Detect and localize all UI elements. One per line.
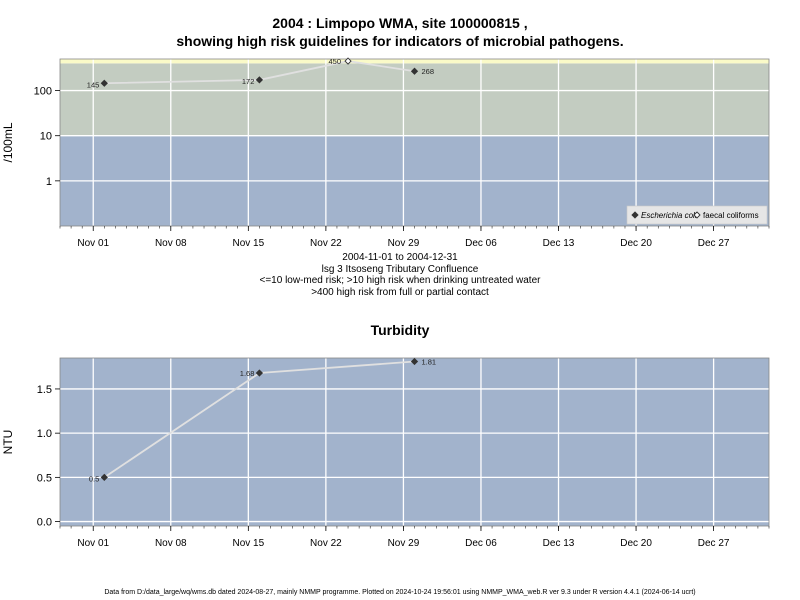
microbial-chart: Nov 01 Nov 08 Nov 15 Nov 22 Nov 29 Dec 06 Dec … [1,57,770,249]
data-label: 145 [87,80,100,89]
risk-band-2 [60,59,769,64]
x-tick-label: Nov 15 [232,238,264,249]
x-tick-label: Nov 08 [155,538,187,549]
risk-band-0 [60,358,769,526]
series-line [104,60,415,85]
footer-note: Data from D:/data_large/wq/wms.db dated … [104,589,696,596]
data-label: 0.5 [89,474,99,483]
data-point [255,369,264,377]
caption-site-name: lsg 3 Itsoseng Tributary Confluence [321,263,479,275]
data-point [100,473,108,482]
x-tick-label: Nov 15 [232,538,264,549]
y-tick-label: 10 [40,131,52,143]
chart-caption: 2004-11-01 to 2004-12-31 lsg 3 Itsoseng … [0,252,800,298]
legend: Escherichia coli faecal coliforms [626,205,768,225]
caption-date-range: 2004-11-01 to 2004-12-31 [342,252,458,263]
y-tick-label: 1.0 [37,428,52,440]
chart-title-line-1: 2004 : Limpopo WMA, site 100000815 , [272,15,528,31]
x-tick-label: Dec 06 [465,538,497,549]
data-label: 268 [422,67,435,76]
data-point [410,67,419,75]
data-point [344,57,352,65]
x-tick-label: Nov 22 [310,538,342,549]
x-tick-label: Dec 20 [620,538,652,549]
x-tick-label: Dec 13 [543,538,575,549]
y-tick-label: 1.5 [37,384,52,396]
grid [60,59,769,226]
legend-label: faecal coliforms [703,211,759,220]
grid [60,358,769,526]
x-tick-label: Dec 06 [465,238,497,249]
y-tick-label: 1 [46,176,52,188]
chart-title: 2004 : Limpopo WMA, site 100000815 , sho… [0,14,800,50]
data-point [410,357,419,366]
legend-label: Escherichia coli [641,211,697,220]
data-point [255,76,264,84]
y-tick-label: 0.0 [37,517,52,529]
y-axis-label: NTU [1,430,15,455]
x-tick-label: Dec 20 [620,238,652,249]
data-label: 1.81 [422,358,437,367]
y-axis-label: /100mL [1,122,15,162]
data-label: 450 [329,57,342,66]
turbidity-chart: Nov 01 Nov 08 Nov 15 Nov 22 Nov 29 Dec 06 Dec … [1,357,770,549]
chart-title-line-2: showing high risk guidelines for indicat… [176,33,624,49]
caption-contact-guideline: >400 high risk from full or partial cont… [311,286,489,298]
legend-marker [631,211,639,219]
x-tick-label: Nov 01 [77,238,109,249]
x-tick-label: Nov 22 [310,238,342,249]
data-label: 172 [242,77,255,86]
data-point [100,79,108,87]
x-tick-label: Dec 13 [543,238,575,249]
legend-marker [693,211,701,219]
y-tick-label: 100 [34,86,52,98]
y-tick-label: 0.5 [37,472,52,484]
x-tick-label: Nov 29 [388,538,420,549]
x-tick-label: Dec 27 [698,238,730,249]
x-tick-label: Nov 01 [77,538,109,549]
caption-drinking-guideline: <=10 low-med risk; >10 high risk when dr… [259,275,541,286]
turbidity-title: Turbidity [370,322,430,338]
x-tick-label: Nov 29 [388,238,420,249]
x-tick-label: Nov 08 [155,238,187,249]
x-tick-label: Dec 27 [698,538,730,549]
data-label: 1.68 [240,369,255,378]
risk-band-1 [60,63,769,136]
